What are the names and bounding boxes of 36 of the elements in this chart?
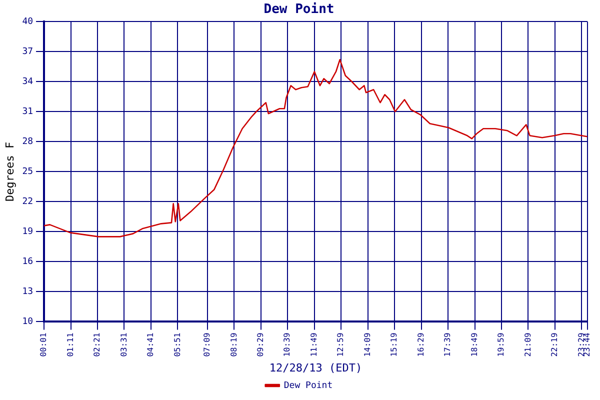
- x-tick-label: 08:19: [229, 332, 238, 357]
- x-tick-label: 12:59: [336, 332, 346, 357]
- y-tick-label: 13: [22, 287, 34, 298]
- legend-label: Dew Point: [284, 380, 333, 391]
- x-tick-label: 05:51: [172, 332, 182, 357]
- x-tick-label: 19:59: [496, 332, 506, 357]
- x-tick-label: 22:19: [550, 332, 560, 357]
- x-tick-label: 21:09: [523, 332, 532, 357]
- x-tick-label: 00:01: [39, 332, 48, 357]
- y-tick-label: 31: [22, 106, 34, 117]
- x-tick-label: 15:19: [390, 332, 399, 357]
- y-tick-label: 28: [22, 136, 34, 147]
- y-tick-label: 40: [22, 16, 34, 27]
- y-tick-label: 19: [22, 227, 34, 238]
- x-tick-label: 17:39: [443, 332, 452, 357]
- y-tick-label: 10: [22, 317, 34, 328]
- y-tick-label: 34: [22, 76, 34, 87]
- x-tick-label: 04:41: [146, 332, 156, 357]
- chart-title: Dew Point: [264, 2, 334, 18]
- y-tick-label: 16: [22, 257, 34, 268]
- x-tick-label: 23:29: [576, 332, 586, 357]
- x-axis-title: 12/28/13 (EDT): [269, 361, 362, 374]
- y-axis-title: Degrees F: [3, 142, 16, 202]
- x-tick-label: 11:49: [309, 332, 318, 357]
- x-tick-label: 09:29: [256, 332, 265, 357]
- x-tick-label: 01:11: [66, 332, 75, 357]
- x-tick-label: 03:31: [119, 332, 128, 357]
- y-tick-label: 25: [22, 167, 34, 178]
- x-tick-label: 02:21: [92, 332, 102, 357]
- y-tick-label: 22: [22, 197, 34, 208]
- x-tick-label: 18:49: [470, 332, 479, 357]
- x-tick-label: 10:39: [282, 332, 292, 357]
- x-tick-label: 16:29: [416, 332, 426, 357]
- y-tick-label: 37: [22, 46, 34, 57]
- x-tick-label: 14:09: [362, 332, 372, 357]
- x-tick-label: 07:09: [202, 332, 212, 357]
